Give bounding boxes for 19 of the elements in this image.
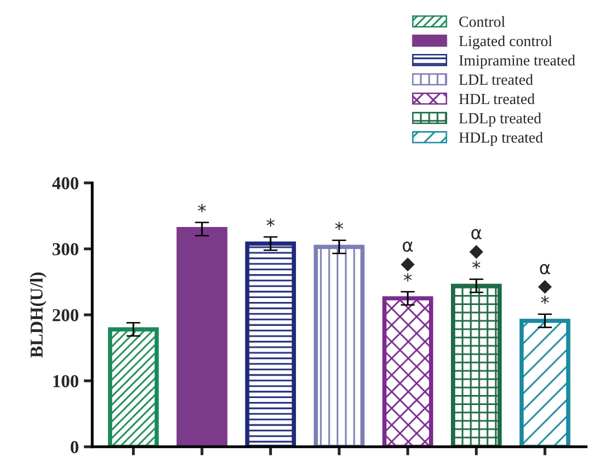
- legend-label: LDLp treated: [459, 112, 542, 127]
- data-label: α ◆ *: [469, 229, 484, 269]
- legend-label: Ligated control: [459, 35, 552, 50]
- y-tick-label: 0: [70, 441, 78, 454]
- y-tick-label: 200: [52, 309, 78, 322]
- legend-label: HDL treated: [459, 93, 535, 104]
- legend-label: Imipramine treated: [459, 54, 576, 69]
- y-tick-label: 100: [53, 375, 78, 388]
- legend-label: HDLp treated: [459, 132, 543, 146]
- legend-label: LDL treated: [459, 74, 533, 85]
- data-label: *: [198, 204, 206, 212]
- y-tick-label: 400: [52, 177, 78, 190]
- legend-label: Control: [459, 16, 506, 27]
- y-axis-title: BLDH(U/l): [30, 272, 46, 358]
- data-label: α ◆ *: [400, 242, 415, 282]
- y-tick-label: 300: [52, 243, 78, 256]
- data-label: *: [335, 222, 344, 230]
- data-label: α ◆ *: [538, 264, 552, 304]
- data-label: *: [266, 218, 275, 227]
